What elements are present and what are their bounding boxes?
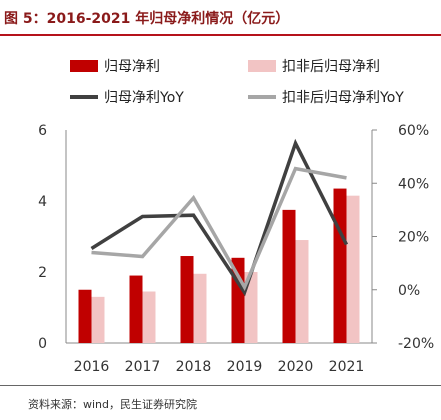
legend-line-label-1: 归母净利YoY: [104, 89, 184, 106]
bar-net-profit: [78, 289, 92, 343]
x-tick-label: 2018: [176, 359, 212, 375]
bar-net-profit: [282, 209, 296, 343]
legend-swatch-1: [70, 60, 98, 72]
bar-deducted-net-profit: [295, 240, 309, 343]
bar-deducted-net-profit: [193, 273, 207, 343]
right-tick-label: 40%: [398, 176, 429, 192]
bar-deducted-net-profit: [142, 291, 156, 343]
bar-deducted-net-profit: [346, 195, 360, 343]
left-tick-label: 0: [38, 336, 47, 352]
title-rule: [0, 34, 441, 36]
right-tick-label: 0%: [398, 283, 420, 299]
source-rule: [0, 385, 441, 386]
right-tick-label: 60%: [398, 123, 429, 139]
bar-net-profit: [333, 188, 347, 343]
figure-title: 图 5：2016-2021 年归母净利情况（亿元）: [4, 11, 290, 27]
line-deducted-net-profit-yoy: [91, 166, 347, 292]
left-tick-label: 4: [38, 194, 47, 210]
line-net-profit-yoy: [90, 138, 349, 297]
bar-deducted-net-profit: [91, 296, 105, 343]
x-tick-label: 2021: [329, 359, 365, 375]
left-tick-label: 6: [38, 123, 47, 139]
right-tick-label: 20%: [398, 230, 429, 246]
bar-net-profit: [129, 275, 143, 343]
x-tick-label: 2020: [278, 359, 314, 375]
bar-deducted-net-profit: [244, 272, 258, 343]
legend-line-label-2: 扣非后归母净利YoY: [282, 89, 404, 106]
left-tick-label: 2: [38, 265, 47, 281]
legend-swatch-2: [248, 60, 276, 72]
x-tick-label: 2016: [74, 359, 110, 375]
x-tick-label: 2017: [125, 359, 161, 375]
legend-label-1: 归母净利: [104, 58, 160, 75]
legend-label-2: 扣非后归母净利: [282, 58, 380, 75]
bar-net-profit: [180, 256, 194, 343]
right-tick-label: -20%: [398, 336, 434, 352]
source-note: 资料来源：wind，民生证券研究院: [28, 398, 198, 411]
x-tick-label: 2019: [227, 359, 263, 375]
